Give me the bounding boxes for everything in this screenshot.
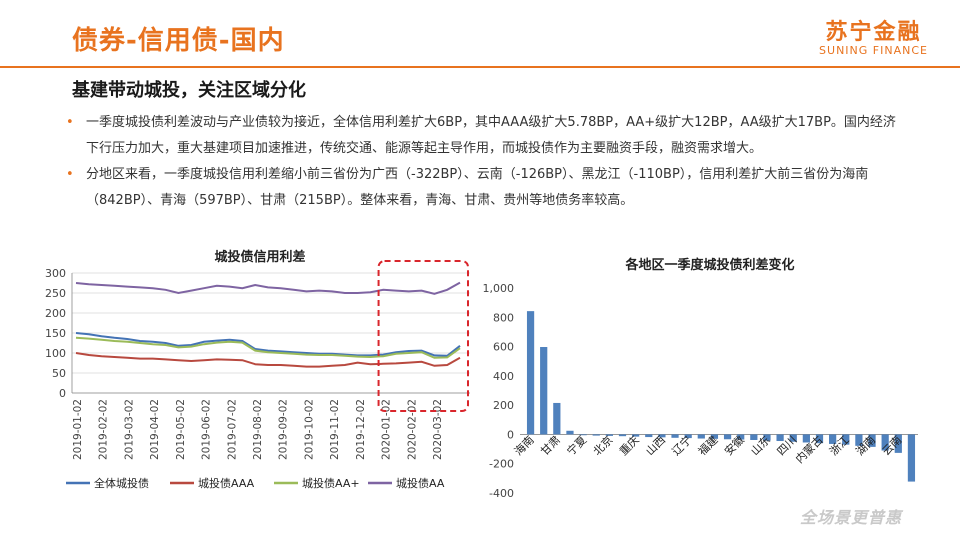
bar xyxy=(592,434,600,436)
bar xyxy=(881,434,889,451)
series-line xyxy=(75,352,461,368)
y-tick-label: 0 xyxy=(507,428,514,441)
bar xyxy=(579,434,587,436)
bullet-dot-icon: • xyxy=(66,167,74,182)
section-subtitle: 基建带动城投，关注区域分化 xyxy=(72,80,306,101)
header-divider xyxy=(0,66,960,68)
bar xyxy=(802,434,810,443)
bullet-item: • 一季度城投债利差波动与产业债较为接近，全体信用利差扩大6BP，其中AAA级扩… xyxy=(66,110,906,162)
bullet-text: 一季度城投债利差波动与产业债较为接近，全体信用利差扩大6BP，其中AAA级扩大5… xyxy=(86,115,896,156)
x-tick-label: 2019-12-02 xyxy=(355,399,367,460)
bar xyxy=(907,434,916,482)
y-tick-label: 100 xyxy=(45,347,66,360)
bar xyxy=(540,347,548,435)
legend-label: 城投债AA xyxy=(396,476,445,490)
series-line xyxy=(75,332,461,357)
legend-label: 城投债AAA xyxy=(198,476,255,490)
bar xyxy=(632,434,640,437)
y-tick-label: 400 xyxy=(493,370,514,383)
bullet-list: • 一季度城投债利差波动与产业债较为接近，全体信用利差扩大6BP，其中AAA级扩… xyxy=(66,110,906,214)
y-tick-label: -400 xyxy=(489,487,514,500)
x-tick-label: 2020-03-02 xyxy=(432,399,444,460)
region-bar-chart: 各地区一季度城投债利差变化 -400 -200 0 200 400 600 800 1,000… xyxy=(483,257,918,500)
bars xyxy=(526,311,916,482)
bar xyxy=(697,434,705,439)
bar xyxy=(842,434,850,445)
bar xyxy=(868,434,876,447)
y-tick-label: 600 xyxy=(493,341,514,354)
bar xyxy=(684,434,692,439)
legend-label: 城投债AA+ xyxy=(302,476,360,490)
chart-legend: 全体城投债 城投债AAA 城投债AA+ 城投债AA xyxy=(66,476,445,490)
bar xyxy=(750,434,758,440)
bar xyxy=(723,434,732,440)
y-tick-label: 250 xyxy=(45,287,66,300)
bar xyxy=(553,402,561,435)
logo-text-cn: 苏宁金融 xyxy=(825,20,922,45)
bar xyxy=(776,434,784,442)
y-tick-label: 150 xyxy=(45,327,66,340)
y-tick-label: -200 xyxy=(489,458,514,471)
series-line xyxy=(75,336,461,359)
bar xyxy=(737,434,745,440)
x-tick-label: 2019-05-02 xyxy=(175,399,187,460)
footer-slogan: 全场景更普惠 xyxy=(799,508,902,527)
page-title: 债券-信用债-国内 xyxy=(72,26,285,56)
logo-text-en: SUNING FINANCE xyxy=(819,44,928,57)
bar xyxy=(710,434,719,439)
x-tick-label: 2019-02-02 xyxy=(98,399,110,460)
bar xyxy=(605,434,613,436)
bullet-text: 分地区来看，一季度城投信用利差缩小前三省份为广西（-322BP）、云南（-126… xyxy=(86,167,869,208)
bar xyxy=(894,434,902,453)
bullet-dot-icon: • xyxy=(66,115,74,130)
x-tick-label: 2019-09-02 xyxy=(278,399,290,460)
y-tick-label: 1,000 xyxy=(483,282,515,295)
x-tick-label: 甘肃 xyxy=(538,433,563,458)
bar xyxy=(855,434,863,446)
y-axis-ticks: 0 50 100 150 200 250 300 xyxy=(45,267,66,400)
bar xyxy=(789,434,797,442)
bar xyxy=(566,430,574,435)
bar xyxy=(618,434,627,437)
x-tick-label: 2019-08-02 xyxy=(252,399,264,460)
x-tick-label: 2019-07-02 xyxy=(226,399,238,460)
y-tick-label: 50 xyxy=(52,367,66,380)
x-tick-label: 2020-01-02 xyxy=(381,399,393,460)
chart-title: 城投债信用利差 xyxy=(214,249,305,265)
x-tick-label: 2019-04-02 xyxy=(149,399,161,460)
y-axis-ticks: -400 -200 0 200 400 600 800 1,000 xyxy=(483,282,918,500)
y-tick-label: 800 xyxy=(493,311,514,324)
bullet-item: • 分地区来看，一季度城投信用利差缩小前三省份为广西（-322BP）、云南（-1… xyxy=(66,162,906,214)
y-tick-label: 300 xyxy=(45,267,66,280)
x-tick-label: 2019-11-02 xyxy=(329,399,341,460)
x-tick-label: 宁夏 xyxy=(564,433,589,458)
bar xyxy=(645,434,653,438)
bar xyxy=(658,434,666,438)
y-tick-label: 200 xyxy=(45,307,66,320)
x-tick-label: 2019-10-02 xyxy=(303,399,315,460)
brand-logo: 苏宁金融 SUNING FINANCE xyxy=(819,14,928,57)
x-tick-label: 北京 xyxy=(590,433,615,458)
series-lines xyxy=(75,281,461,368)
bar xyxy=(815,434,824,444)
x-tick-label: 2019-06-02 xyxy=(201,399,213,460)
legend-label: 全体城投债 xyxy=(94,476,149,490)
y-tick-label: 0 xyxy=(59,387,66,400)
x-tick-label: 2019-03-02 xyxy=(123,399,135,460)
chart-title: 各地区一季度城投债利差变化 xyxy=(624,257,794,273)
bar xyxy=(526,311,535,435)
bar xyxy=(763,434,771,441)
x-axis-ticks: 2019-01-02 2019-02-02 2019-03-02 2019-04-02… xyxy=(72,399,444,460)
x-tick-label: 海南 xyxy=(511,433,536,458)
bar xyxy=(671,434,679,438)
x-tick-label: 2019-01-02 xyxy=(72,399,84,460)
series-line xyxy=(75,281,461,295)
y-tick-label: 200 xyxy=(493,399,514,412)
highlight-box xyxy=(377,260,470,412)
y-gridlines xyxy=(71,272,470,394)
x-tick-label: 2020-02-02 xyxy=(406,399,418,460)
bar xyxy=(829,434,837,444)
